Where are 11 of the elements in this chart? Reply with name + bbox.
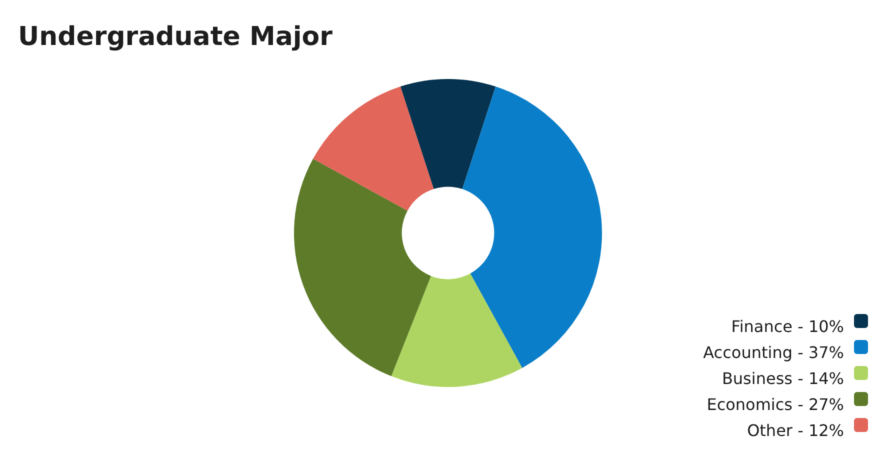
- donut-slice: [391, 273, 522, 387]
- legend-label: Economics - 27%: [706, 395, 844, 414]
- chart-title: Undergraduate Major: [18, 22, 332, 52]
- legend-label: Other - 12%: [747, 421, 844, 440]
- donut-slice: [462, 86, 602, 368]
- donut-slice: [400, 79, 496, 190]
- legend-label: Business - 14%: [722, 369, 844, 388]
- donut-slice: [313, 86, 434, 211]
- legend-label: Accounting - 37%: [703, 343, 844, 362]
- donut-slice: [294, 158, 431, 376]
- legend-label: Finance - 10%: [731, 317, 844, 336]
